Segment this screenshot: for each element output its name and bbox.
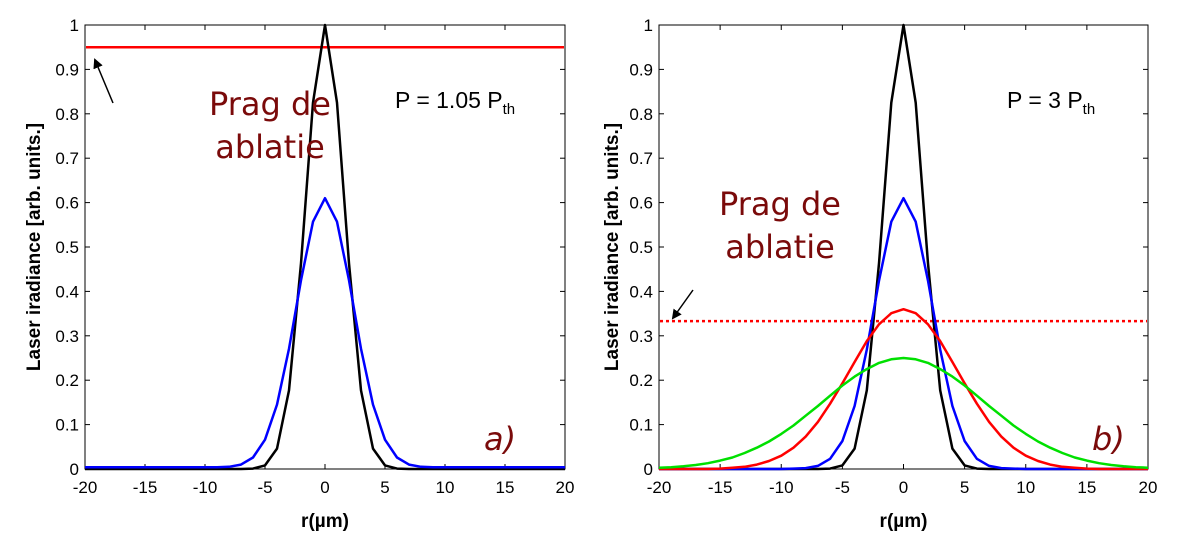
threshold-arrow-icon (93, 58, 114, 104)
y-tick-label: 0.9 (629, 60, 653, 79)
threshold-arrow-icon (671, 289, 694, 320)
y-axis-label: Laser iradiance [arb. units.] (24, 123, 45, 371)
x-tick-label: 20 (1139, 478, 1158, 497)
panel-label: b) (1092, 420, 1125, 458)
power-annotation-subscript: th (503, 101, 516, 118)
y-tick-label: 0.2 (55, 371, 79, 390)
y-tick-label: 0.2 (629, 371, 653, 390)
y-tick-label: 0.5 (629, 238, 653, 257)
x-tick-label: -5 (835, 478, 850, 497)
series-blue (659, 196, 1148, 471)
series-black (85, 23, 565, 471)
y-tick-label: 0.8 (55, 105, 79, 124)
x-tick-label: 5 (960, 478, 969, 497)
power-annotation-text: P = 3 P (1007, 87, 1083, 113)
y-tick-label: 0.3 (55, 327, 79, 346)
series-blue (85, 196, 565, 469)
panel-label: a) (484, 420, 516, 458)
threshold-label-line1: Prag de (719, 185, 841, 223)
y-tick-label: 0 (70, 460, 79, 479)
y-axis-label: Laser iradiance [arb. units.] (602, 123, 623, 371)
x-tick-label: 15 (496, 478, 515, 497)
x-tick-label: 15 (1077, 478, 1096, 497)
x-tick-label: -10 (193, 478, 218, 497)
x-tick-label: 10 (1016, 478, 1035, 497)
x-tick-label: 10 (436, 478, 455, 497)
y-tick-label: 0.9 (55, 60, 79, 79)
y-tick-label: 0.1 (629, 416, 653, 435)
power-annotation-text: P = 1.05 P (395, 87, 503, 113)
threshold-label-line2: ablatie (725, 228, 835, 266)
x-tick-label: -15 (133, 478, 158, 497)
plot-area (84, 24, 566, 470)
x-tick-label: 0 (899, 478, 908, 497)
x-axis-label: r(µm) (880, 511, 928, 532)
x-tick-label: -20 (647, 478, 672, 497)
power-annotation: P = 1.05 Pth (395, 87, 515, 118)
x-tick-label: 5 (380, 478, 389, 497)
y-tick-label: 0.4 (55, 282, 79, 301)
y-tick-label: 0.3 (629, 327, 653, 346)
y-tick-label: 0.1 (55, 416, 79, 435)
series-green (658, 356, 1149, 469)
x-tick-label: -5 (257, 478, 272, 497)
x-tick-label: -20 (73, 478, 98, 497)
x-tick-label: -10 (769, 478, 794, 497)
plot-area (658, 24, 1149, 470)
threshold-label-line2: ablatie (215, 128, 325, 166)
y-tick-label: 0.7 (629, 149, 653, 168)
y-tick-label: 0.7 (55, 149, 79, 168)
y-tick-label: 0 (644, 460, 653, 479)
power-annotation-subscript: th (1083, 101, 1096, 118)
y-tick-label: 1 (70, 16, 79, 35)
y-tick-label: 0.6 (629, 194, 653, 213)
y-tick-label: 1 (644, 16, 653, 35)
x-axis-label: r(µm) (301, 511, 349, 532)
y-tick-label: 0.5 (55, 238, 79, 257)
y-tick-label: 0.8 (629, 105, 653, 124)
x-tick-label: 20 (556, 478, 575, 497)
power-annotation: P = 3 Pth (1007, 87, 1095, 118)
x-tick-label: -15 (708, 478, 733, 497)
threshold-label-line1: Prag de (209, 85, 331, 123)
y-tick-label: 0.4 (629, 282, 653, 301)
series-red (659, 307, 1148, 471)
panel-b: -20 -15 -10 -5 0 5 10 15 20 0 0.1 0.2 0.3 0.4 0.5 0.6 0.… (602, 16, 1157, 532)
y-tick-label: 0.6 (55, 194, 79, 213)
panel-a: -20 -15 -10 -5 0 5 10 15 20 0 0.1 0.2 0.3 0.4 0.5 0.6 0.… (24, 16, 574, 532)
x-tick-label: 0 (320, 478, 329, 497)
